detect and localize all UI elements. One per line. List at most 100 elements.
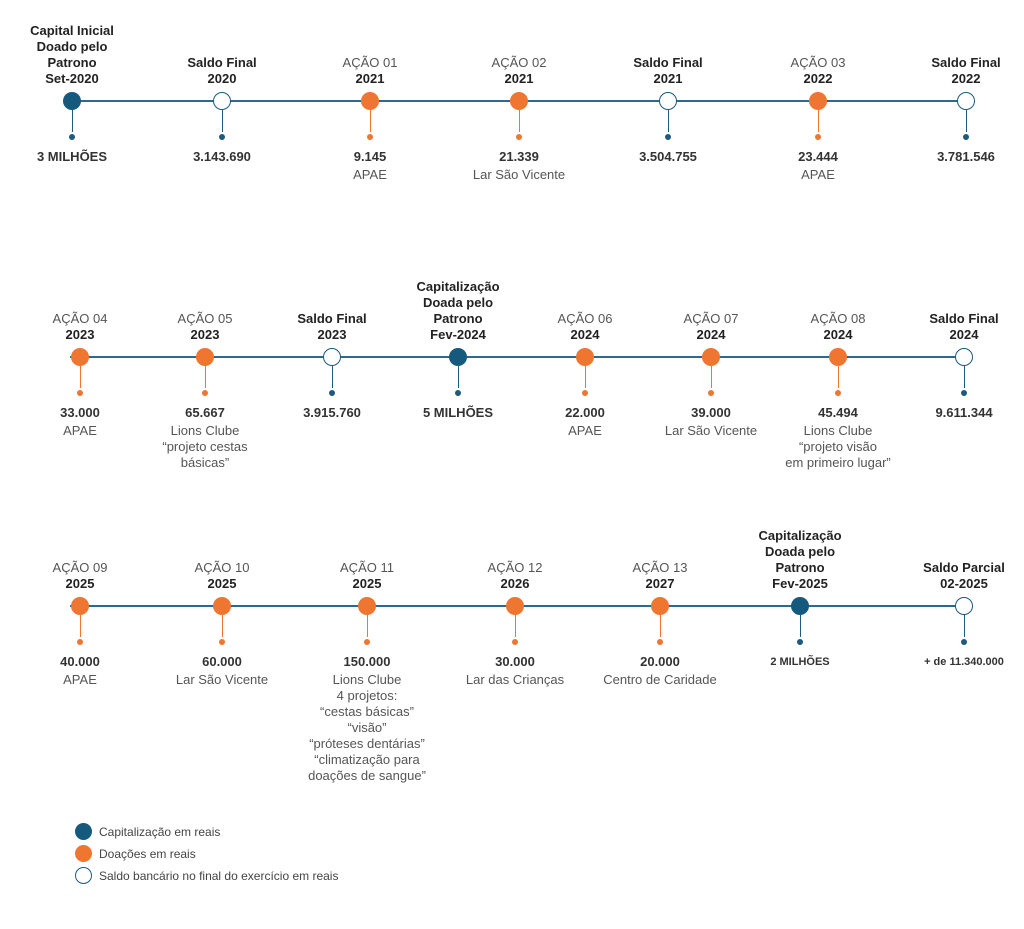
event-description: Lar São Vicente [636,423,786,439]
event-title: Saldo Final [931,55,1001,70]
marker-dot-icon [665,134,671,140]
event-description-line: “climatização para [314,752,420,767]
event-description-line: “próteses dentárias” [309,736,425,751]
donation-marker-icon [71,597,89,615]
event-value: 45.494 [818,405,858,420]
event-value: 20.000 [640,654,680,669]
event-title: AÇÃO 02 [491,55,547,70]
balance-marker-icon [955,597,973,615]
event-description-line: Centro de Caridade [603,672,717,687]
marker-dot-icon [961,390,967,396]
event-title: AÇÃO 12 [487,560,543,575]
timeline-event-donation: AÇÃO 02 2021 21.339 Lar São Vicente [444,0,594,929]
donation-marker-icon [702,348,720,366]
event-description-line: “cestas básicas” [320,704,414,719]
event-value: 3.143.690 [193,149,251,164]
event-title: Patrono [47,55,97,70]
capitalization-marker-icon [449,348,467,366]
timeline-event-donation: AÇÃO 12 2026 30.000 Lar das Crianças [440,0,590,929]
event-value: 60.000 [202,654,242,669]
event-label: AÇÃO 04 2023 [5,311,155,343]
capitalization-legend-icon [75,823,92,840]
event-title: Saldo Final [633,55,703,70]
marker-dot-icon [219,134,225,140]
event-description-line: em primeiro lugar” [785,455,891,470]
event-year: Fev-2025 [772,576,828,591]
donation-legend-icon [75,845,92,862]
marker-stem [331,366,333,388]
event-year: 2023 [317,327,347,342]
balance-marker-icon [957,92,975,110]
event-description-line: “projeto cestas [162,439,248,454]
event-year: 2024 [696,327,726,342]
event-description: Lar das Crianças [440,672,590,688]
event-label: AÇÃO 10 2025 [147,560,297,592]
event-value: 33.000 [60,405,100,420]
timeline-event-donation: AÇÃO 01 2021 9.145 APAE [295,0,445,929]
marker-dot-icon [455,390,461,396]
marker-stem [518,110,520,132]
donation-marker-icon [196,348,214,366]
event-value: 21.339 [499,149,539,164]
marker-stem [71,110,73,132]
event-title: AÇÃO 04 [52,311,108,326]
legend-text: Saldo bancário no final do exercício em … [99,869,339,883]
event-label: Saldo Final 2021 [593,55,743,87]
event-label: AÇÃO 05 2023 [130,311,280,343]
event-year: Fev-2024 [430,327,486,342]
balance-marker-icon [955,348,973,366]
event-title: Patrono [433,311,483,326]
donation-marker-icon [506,597,524,615]
event-description-line: doações de sangue” [308,768,426,783]
event-description-line: APAE [63,423,97,438]
event-description: Lar São Vicente [444,167,594,183]
donation-marker-icon [829,348,847,366]
event-year: 2022 [951,71,981,86]
marker-dot-icon [963,134,969,140]
event-label: AÇÃO 07 2024 [636,311,786,343]
event-description-line: Lar São Vicente [472,167,566,182]
donation-marker-icon [361,92,379,110]
donation-marker-icon [809,92,827,110]
event-description: APAE [510,423,660,439]
event-description: Centro de Caridade [585,672,735,688]
marker-stem [963,366,965,388]
marker-stem [584,366,586,388]
donation-marker-icon [651,597,669,615]
capitalization-marker-icon [791,597,809,615]
event-label: Capitalização Doada pelo Patrono Fev-2024 [383,279,533,343]
event-description-line: APAE [801,167,835,182]
event-title: Patrono [775,560,825,575]
legend-text: Capitalização em reais [99,825,221,839]
event-year: 2022 [803,71,833,86]
timeline-line [70,356,966,358]
event-description-line: APAE [353,167,387,182]
marker-dot-icon [815,134,821,140]
event-description: Lions Clube “projeto visão em primeiro lug… [763,423,913,471]
balance-legend-icon [75,867,92,884]
marker-dot-icon [69,134,75,140]
timeline-event-capitalization: Capital Inicial Doado pelo Patrono Set-2020… [0,0,147,929]
event-value: 3 MILHÕES [36,149,108,164]
event-title: Saldo Final [187,55,257,70]
marker-stem [710,366,712,388]
balance-marker-icon [213,92,231,110]
marker-stem [366,615,368,637]
marker-stem [221,110,223,132]
event-year: 02-2025 [940,576,988,591]
event-description: APAE [5,672,155,688]
marker-stem [799,615,801,637]
event-label: AÇÃO 13 2027 [585,560,735,592]
event-year: 2027 [645,576,675,591]
timeline-event-capitalization: Capitalização Doada pelo Patrono Fev-2024 5 … [383,0,533,929]
event-label: Saldo Final 2024 [889,311,1024,343]
event-label: Capital Inicial Doado pelo Patrono Set-2020 [0,23,147,87]
event-description-line: APAE [568,423,602,438]
marker-stem [963,615,965,637]
event-year: Set-2020 [45,71,99,86]
event-description: Lar São Vicente [147,672,297,688]
event-year: 2026 [500,576,530,591]
event-year: 2025 [207,576,237,591]
event-value: 5 MILHÕES [422,405,494,420]
marker-dot-icon [835,390,841,396]
